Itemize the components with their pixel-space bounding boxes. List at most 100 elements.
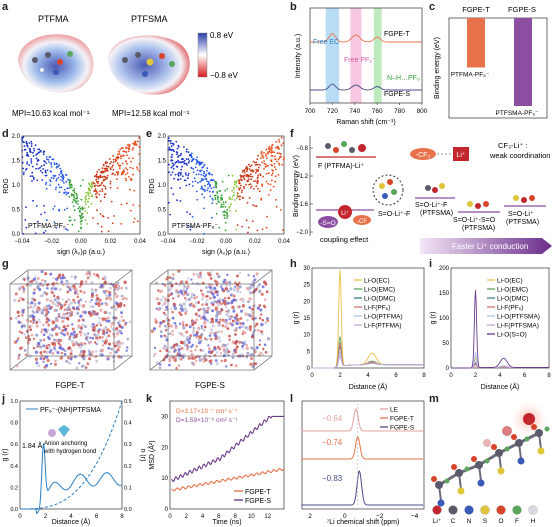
peak-label: 1.84 Å bbox=[22, 441, 43, 450]
xtick: 2 bbox=[474, 373, 478, 379]
xtick: 2 bbox=[338, 373, 342, 379]
panel-label-a: a bbox=[2, 1, 9, 13]
li-label: Li⁺ bbox=[456, 152, 465, 159]
legend-label: Li-O(PTFMA) bbox=[364, 314, 403, 321]
li-sphere bbox=[338, 205, 352, 219]
ytick: 30 bbox=[303, 266, 310, 272]
k-d1: D=3.17×10⁻⁷ cm² s⁻¹ bbox=[176, 408, 238, 415]
xtick: 8 bbox=[547, 373, 551, 379]
ytick: 2.0 bbox=[12, 134, 21, 140]
col-fgpe-s: FGPE-S bbox=[508, 5, 536, 14]
ytick: 5 bbox=[307, 349, 311, 355]
ytick2: 0.2 bbox=[124, 464, 132, 470]
atom-swatch bbox=[432, 505, 442, 515]
legend-fgpe-t: FGPE-T bbox=[384, 31, 410, 38]
xtick: 12 bbox=[264, 514, 271, 520]
xtick: 2 bbox=[308, 513, 312, 520]
e-inset: PTFSMA-PF₆⁻ bbox=[172, 223, 218, 230]
ytick: 10 bbox=[303, 333, 310, 339]
legend-label: Li-O(DMC) bbox=[364, 296, 395, 303]
ytick: 0.0 bbox=[10, 507, 18, 513]
mol1-title: PTFMA bbox=[38, 14, 69, 24]
k-legend-t: FGPE-T bbox=[245, 489, 271, 496]
ytick: 150 bbox=[439, 291, 450, 297]
ytick2: 0.3 bbox=[124, 442, 132, 448]
panel-label-d: d bbox=[2, 128, 9, 140]
j-xlabel: Distance (Å) bbox=[52, 517, 91, 526]
d-inset: PTFMA-PF₆⁻ bbox=[28, 223, 70, 230]
bar-label-0: PTFMA-PF₆⁻ bbox=[451, 72, 490, 79]
e-xlabel: sign (λ₂)ρ (a.u.) bbox=[202, 249, 250, 256]
xtick: 0 bbox=[310, 373, 314, 379]
atom-swatch bbox=[480, 505, 490, 515]
ytick: 0 bbox=[307, 366, 311, 372]
ytick: 200 bbox=[439, 266, 450, 272]
l-shift1: −0.64 bbox=[322, 414, 343, 423]
xtick: 0.04 bbox=[134, 239, 146, 245]
bar-0 bbox=[467, 18, 485, 68]
xtick: 0.00 bbox=[75, 239, 87, 245]
ytick2: 0.0 bbox=[124, 507, 132, 513]
ytick: 0.0 bbox=[158, 232, 167, 238]
legend-label: FGPE-S bbox=[390, 425, 415, 432]
scale-max: 0.8 eV bbox=[210, 31, 234, 40]
xtick: −0.04 bbox=[160, 239, 176, 245]
xtick: 8 bbox=[422, 373, 426, 379]
rdf-4 bbox=[312, 351, 424, 369]
panel-c: PTFMA-PF₆⁻ PTFSMA-PF₆⁻ FGPE-T FGPE-S Bind… bbox=[434, 5, 548, 119]
ligand2 bbox=[467, 201, 489, 209]
li-sphere-label: Li⁺ bbox=[341, 210, 349, 217]
nr-curve bbox=[20, 400, 123, 510]
ptfsma-atoms bbox=[122, 52, 175, 77]
atom-label: S bbox=[483, 518, 488, 525]
legend-label: Li-O(EMC) bbox=[497, 287, 528, 294]
panel-label-l: l bbox=[290, 393, 294, 405]
xtick: 4 bbox=[69, 514, 73, 520]
i-ylabel: g (r) bbox=[430, 312, 437, 325]
ytick: 20 bbox=[303, 299, 310, 305]
ytick2: 0.1 bbox=[124, 485, 132, 491]
atom-label: H bbox=[531, 518, 536, 525]
conduction-label: Faster Li⁺ conduction bbox=[452, 242, 528, 251]
ptfma-esp-surface bbox=[18, 34, 94, 93]
atom-label: Li⁺ bbox=[433, 518, 442, 525]
box1-label: FGPE-T bbox=[55, 381, 84, 390]
b-xtick: 800 bbox=[417, 108, 428, 115]
j-note1: Anion anchoring bbox=[44, 441, 87, 447]
ytick2: 0.4 bbox=[124, 421, 132, 427]
ytick: 2.0 bbox=[158, 134, 167, 140]
atom-swatch bbox=[496, 505, 506, 515]
ytick: 1.5 bbox=[158, 159, 167, 165]
legend-label: FGPE-T bbox=[390, 416, 414, 423]
xtick: 0 bbox=[168, 514, 172, 520]
cf-blob bbox=[353, 215, 371, 225]
scale-min: −0.8 eV bbox=[210, 71, 238, 80]
cf3-blob bbox=[410, 148, 436, 160]
conduction-arrow bbox=[420, 238, 552, 254]
legend-label: Li-O(EMC) bbox=[364, 287, 395, 294]
coupling-label: coupling effect bbox=[320, 235, 369, 244]
ytick: 0.5 bbox=[158, 208, 167, 214]
xtick: 0 bbox=[18, 514, 22, 520]
anion-icon bbox=[48, 429, 56, 437]
legend-label: Li-O(DMC) bbox=[497, 296, 528, 303]
panel-i: 0 2 4 6 8 0 50 100 150 200 Li-O(EC) Li-O(EMC) Li-O(… bbox=[430, 266, 551, 391]
xtick: 6 bbox=[217, 514, 221, 520]
xtick: 4 bbox=[201, 514, 205, 520]
ligand2b-label: (PTFSMA) bbox=[462, 225, 495, 232]
legend-label: Li-O(EC) bbox=[364, 278, 390, 285]
xtick: 0.02 bbox=[249, 239, 261, 245]
panel-j: 0 2 4 6 80.00.20.40.60.81.00.00.10.20.30.40.… bbox=[2, 399, 146, 526]
ptfma-label: F (PTFMA)-Li⁺ bbox=[318, 163, 364, 170]
polymer-chain bbox=[431, 413, 550, 507]
l-shift3: −0.83 bbox=[322, 474, 343, 483]
panel-m: Li⁺ C N S O F H bbox=[431, 399, 550, 525]
xtick: 6 bbox=[523, 373, 527, 379]
xtick: 6 bbox=[95, 514, 99, 520]
weak-label2: weak coordination bbox=[489, 151, 550, 160]
ligand3 bbox=[513, 195, 535, 203]
legend-label: Li-F(PF₆) bbox=[364, 305, 390, 312]
ytick: 1.5 bbox=[12, 159, 21, 165]
band-0 bbox=[325, 8, 340, 103]
mol2-title: PTFSMA bbox=[131, 14, 168, 24]
